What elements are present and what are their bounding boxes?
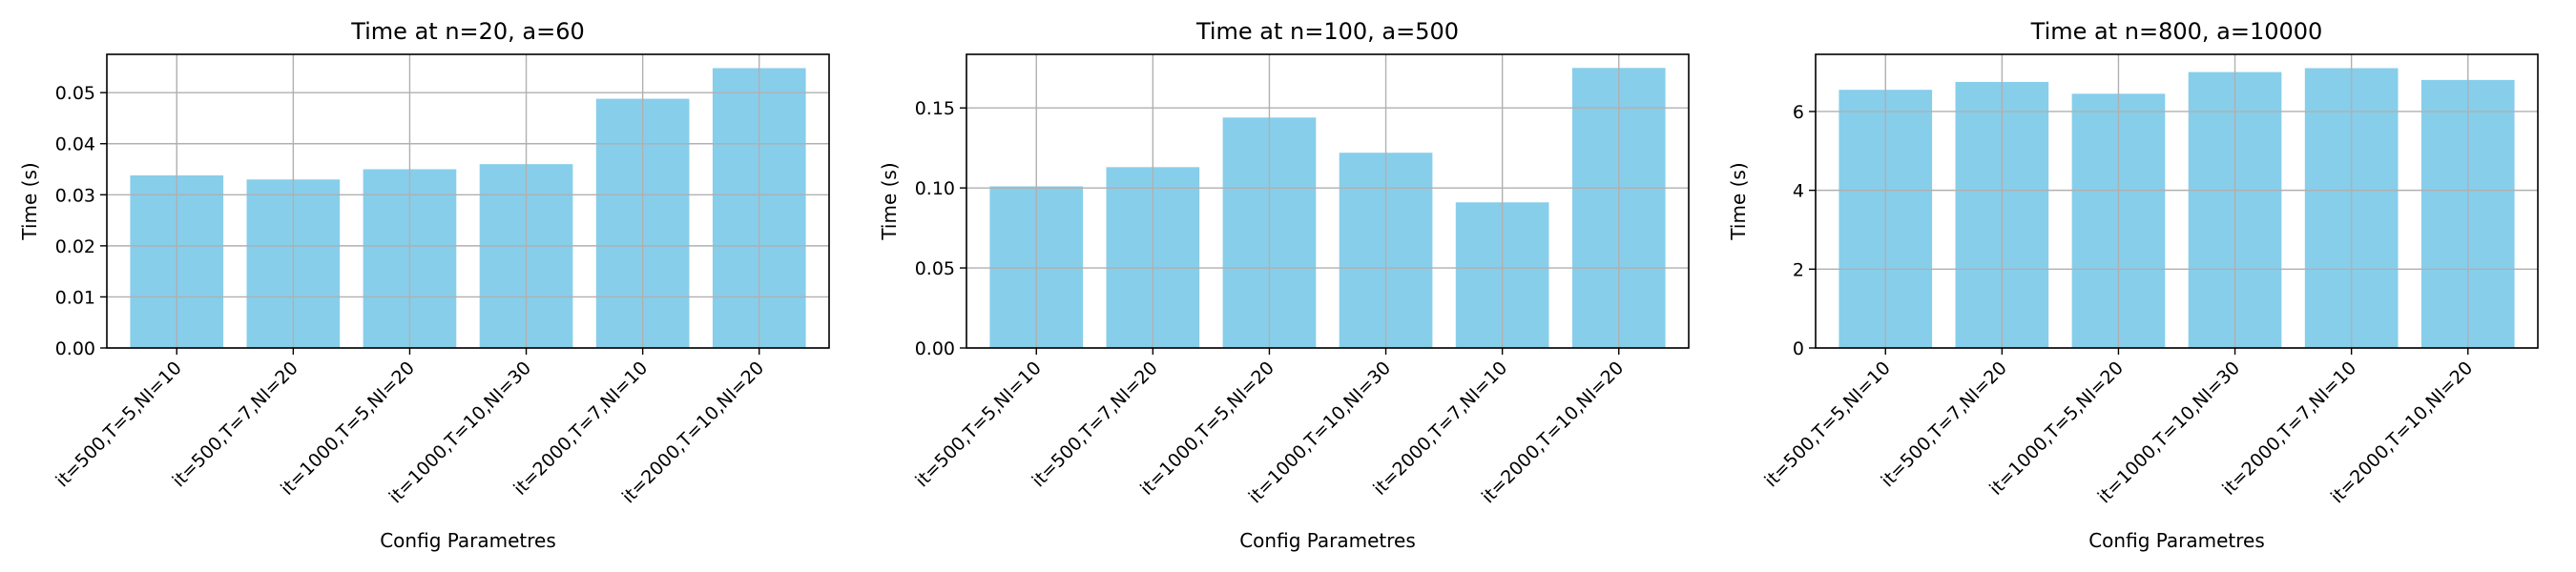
- y-tick-label: 0.00: [915, 338, 955, 359]
- y-tick-label: 0.05: [915, 258, 955, 279]
- y-tick-label: 0.03: [55, 185, 95, 206]
- x-tick-label: it=500,T=7,NI=20: [1878, 358, 2011, 491]
- x-axis-label: Config Parametres: [380, 529, 556, 552]
- chart-panel-1: 0.00 0.01 0.02 0.03 0.04 0.05 it=500,T=5,NI=10…: [18, 18, 830, 552]
- x-tick-label: it=500,T=7,NI=20: [169, 358, 302, 491]
- axes-frame: [1815, 53, 2539, 349]
- y-tick-label: 0.02: [55, 236, 95, 257]
- x-tick-label: it=2000,T=7,NI=10: [1369, 358, 1511, 500]
- x-tick-label: it=2000,T=7,NI=10: [509, 358, 652, 500]
- y-tick-label: 0.01: [55, 287, 95, 308]
- x-tick-label: it=1000,T=5,NI=20: [277, 358, 419, 500]
- y-axis-label: Time (s): [18, 162, 41, 240]
- x-tick-label: it=500,T=5,NI=10: [52, 358, 185, 491]
- y-tick-label: 2: [1793, 259, 1804, 280]
- chart-panel-2: 0.00 0.05 0.10 0.15 it=500,T=5,NI=10it=500,T…: [878, 18, 1690, 552]
- y-tick-label: 4: [1793, 181, 1804, 202]
- x-tick-label: it=1000,T=5,NI=20: [1985, 358, 2128, 500]
- y-tick-label: 0.00: [55, 338, 95, 359]
- x-axis-label: Config Parametres: [1239, 529, 1416, 552]
- y-tick-label: 6: [1793, 102, 1804, 123]
- y-tick-label: 0.10: [915, 178, 955, 199]
- x-tick-label: it=500,T=5,NI=10: [911, 358, 1045, 491]
- chart-title: Time at n=100, a=500: [1195, 18, 1459, 45]
- y-tick-label: 0.04: [55, 134, 95, 155]
- y-tick-label: 0.15: [915, 98, 955, 119]
- axes-frame: [966, 53, 1690, 349]
- y-tick-label: 0: [1793, 338, 1804, 359]
- x-tick-label: it=500,T=5,NI=10: [1760, 358, 1894, 491]
- x-tick-label: it=500,T=7,NI=20: [1028, 358, 1162, 491]
- axes-frame: [106, 53, 830, 349]
- y-tick-label: 0.05: [55, 83, 95, 104]
- x-axis-label: Config Parametres: [2088, 529, 2265, 552]
- chart-title: Time at n=800, a=10000: [2030, 18, 2323, 45]
- y-axis-label: Time (s): [1727, 162, 1750, 240]
- x-tick-label: it=1000,T=5,NI=20: [1136, 358, 1278, 500]
- y-axis-label: Time (s): [878, 162, 901, 240]
- chart-title: Time at n=20, a=60: [350, 18, 585, 45]
- chart-panel-3: 0 2 4 6 it=500,T=5,NI=10it=500,T=7,NI=20it=1…: [1727, 18, 2539, 552]
- x-tick-label: it=2000,T=7,NI=10: [2218, 358, 2360, 500]
